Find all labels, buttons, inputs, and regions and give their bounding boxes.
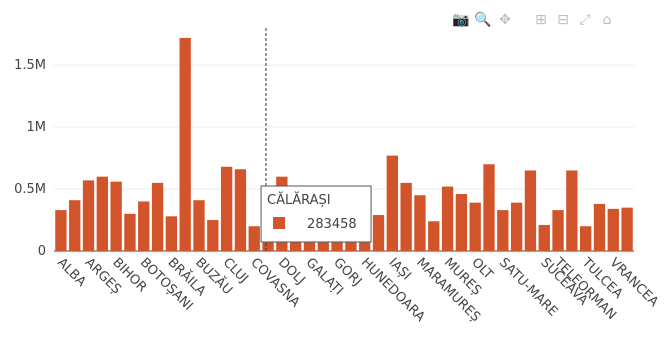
bar[interactable]: BOTOȘANI: 400000: [138, 201, 150, 251]
home-icon[interactable]: ⌂: [602, 12, 612, 28]
hover-swatch: [273, 217, 286, 229]
pan-icon[interactable]: ✥: [499, 12, 511, 28]
hover-value: 283458: [307, 217, 357, 232]
bar[interactable]: SĂLAJ: 390000: [510, 202, 523, 251]
bar[interactable]: CONSTANȚA: 660000: [234, 169, 247, 251]
bar[interactable]: MUREȘ: 520000: [441, 186, 454, 251]
bar[interactable]: OLT: 390000: [469, 202, 481, 251]
bar[interactable]: MARAMUREȘ: 450000: [414, 195, 426, 251]
bar[interactable]: BISTRIȚA-NĂSĂUD: 300000: [124, 213, 136, 251]
y-axis: 0 0.5M 1M 1.5M: [14, 58, 46, 259]
x-tick-label: ALBA: [54, 255, 89, 290]
bar[interactable]: VÂLCEA: 350000: [621, 207, 633, 251]
zoom-out-icon[interactable]: ⊟: [557, 12, 569, 28]
bar[interactable]: SUCEAVA: 210000: [538, 224, 550, 251]
autoscale-icon[interactable]: ⤢: [579, 12, 591, 28]
zoom-in-icon[interactable]: ⊞: [535, 12, 547, 28]
y-tick-label: 0.5M: [14, 182, 46, 197]
bar[interactable]: BRAȘOV: 550000: [151, 182, 164, 251]
bar[interactable]: TULCEA: 200000: [580, 226, 592, 251]
y-tick-label: 1M: [27, 120, 47, 135]
y-tick-label: 1.5M: [14, 58, 46, 73]
modebar: 📷 🔍 ✥ ⊞ ⊟ ⤢ ⌂: [452, 11, 616, 29]
bar[interactable]: SIBIU: 650000: [524, 170, 537, 251]
y-tick-label: 0: [38, 244, 46, 259]
bar[interactable]: TELEORMAN: 330000: [552, 210, 564, 251]
bar[interactable]: PRAHOVA: 700000: [483, 164, 495, 251]
bar[interactable]: CLUJ: 680000: [220, 166, 233, 251]
bar[interactable]: ILFOV: 550000: [400, 182, 412, 251]
bar[interactable]: ARGEȘ: 570000: [82, 180, 95, 251]
hover-box: [260, 185, 372, 243]
bar[interactable]: CARAȘ-SEVERIN: 250000: [207, 220, 219, 251]
bar[interactable]: BUZĂU: 410000: [193, 200, 205, 251]
hover-title: CĂLĂRAȘI: [267, 192, 331, 208]
bar[interactable]: BRĂILA: 280000: [165, 216, 178, 251]
bar[interactable]: TIMIȘ: 650000: [566, 170, 578, 251]
x-axis: ALBAARGEȘBIHORBOTOȘANIBRĂILABUZĂUCLUJCOV…: [54, 255, 661, 326]
bar[interactable]: COVASNA: 200000: [248, 226, 260, 251]
hover-tooltip: CĂLĂRAȘI 283458: [260, 185, 372, 243]
bar[interactable]: SATU-MARE: 330000: [497, 210, 509, 251]
bar[interactable]: BUCUREȘTI: 1720000: [179, 37, 191, 252]
bar[interactable]: NEAMȚ: 460000: [455, 194, 468, 251]
bar[interactable]: BACĂU: 600000: [96, 176, 108, 251]
bar[interactable]: IALOMIȚA: 290000: [372, 215, 385, 251]
bar[interactable]: ALBA: 330000: [55, 210, 67, 251]
camera-icon[interactable]: 📷: [452, 12, 470, 28]
zoom-icon[interactable]: 🔍: [474, 12, 492, 28]
bar[interactable]: BIHOR: 560000: [110, 181, 122, 251]
bar[interactable]: IAȘI: 770000: [386, 155, 398, 251]
bar[interactable]: MEHEDINȚI: 240000: [428, 221, 440, 251]
bar[interactable]: VASLUI: 380000: [593, 203, 606, 251]
bar[interactable]: VRANCEA: 340000: [607, 208, 619, 251]
bar[interactable]: ARAD: 410000: [69, 200, 81, 251]
